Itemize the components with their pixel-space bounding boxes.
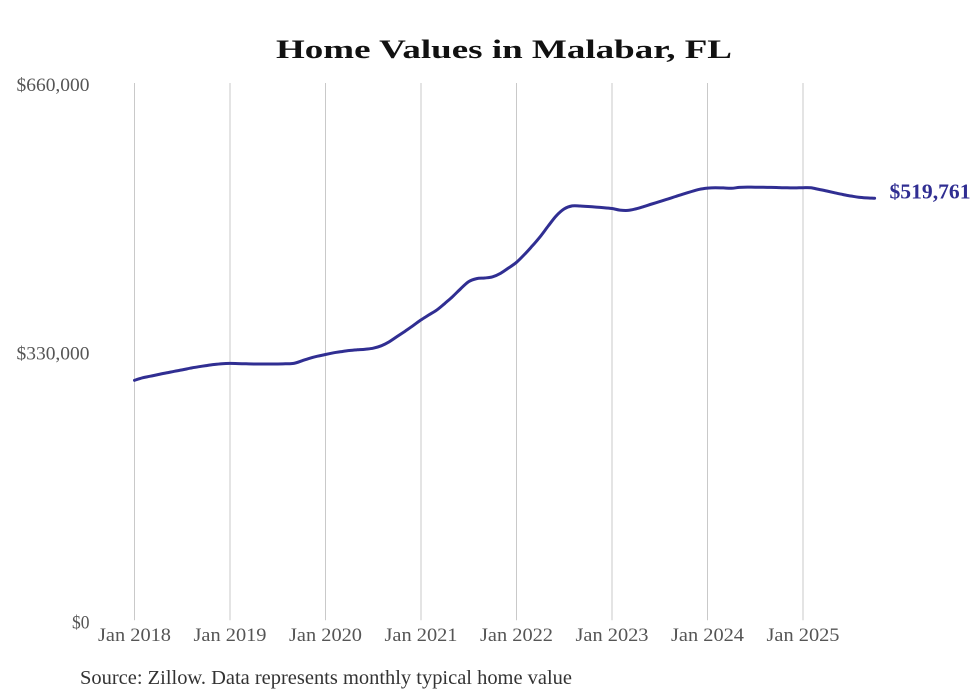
svg-text:$660,000: $660,000 [17,75,90,96]
svg-text:Source: Zillow. Data represent: Source: Zillow. Data represents monthly … [80,667,572,689]
svg-text:Jan 2021: Jan 2021 [385,625,458,646]
svg-text:Jan 2019: Jan 2019 [194,625,267,646]
svg-text:$519,761: $519,761 [890,180,971,204]
svg-text:Jan 2018: Jan 2018 [98,625,171,646]
svg-text:$330,000: $330,000 [17,344,90,365]
svg-text:Jan 2020: Jan 2020 [289,625,362,646]
svg-text:Jan 2022: Jan 2022 [480,625,553,646]
svg-text:Home Values in Malabar, FL: Home Values in Malabar, FL [276,34,732,64]
svg-text:Jan 2024: Jan 2024 [671,625,745,646]
svg-text:Jan 2023: Jan 2023 [576,625,649,646]
svg-text:$0: $0 [72,613,90,634]
svg-text:Jan 2025: Jan 2025 [767,625,840,646]
